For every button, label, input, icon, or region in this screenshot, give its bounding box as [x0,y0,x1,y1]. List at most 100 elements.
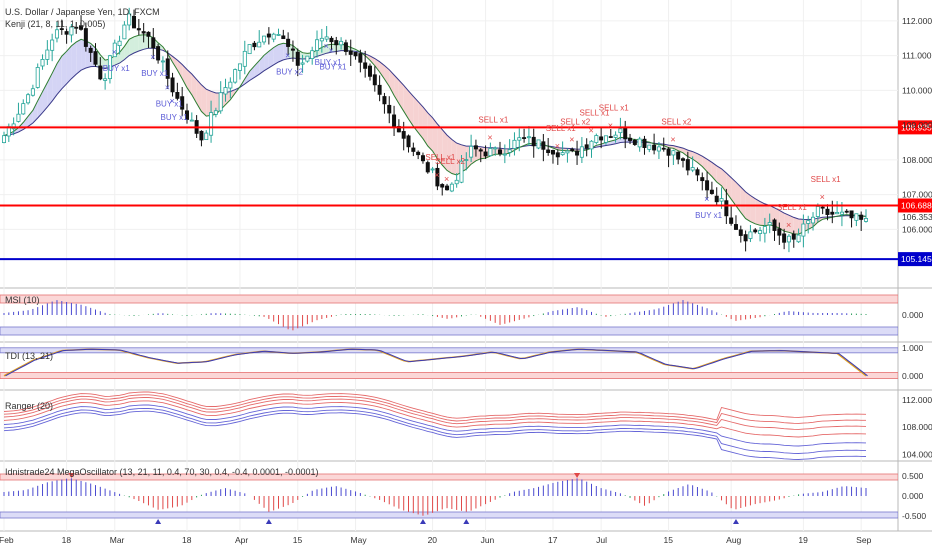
candle-body [835,212,840,215]
oscillator-tick-label: -0.500 [902,511,926,521]
candle-body [430,168,435,171]
trend-cloud [288,44,293,59]
candle-body [189,119,194,122]
buy-signal-label: BUY x1 [315,58,343,67]
price-tick-label: 108.000 [902,155,932,165]
candle-body [184,110,189,120]
candle-body [536,139,541,149]
candle-body [300,62,305,65]
candle-body [204,132,209,141]
candle-body [498,149,503,155]
time-tick-label: 17 [548,535,558,545]
price-tick-label: 106.000 [902,224,932,234]
buy-signal-mark: × [328,46,333,56]
trend-cloud [418,101,423,139]
candle-body [690,167,695,171]
candle-body [295,51,300,66]
trend-cloud [413,96,419,133]
candle-body [637,138,642,148]
candle-body [507,149,512,153]
trend-cloud [331,44,337,53]
ranger-band-line [3,400,867,438]
candle-body [772,219,777,231]
trend-cloud [186,69,192,95]
time-tick-label: 20 [428,535,438,545]
candle-body [594,135,599,143]
time-tick-label: 15 [664,535,674,545]
candle-body [589,140,594,150]
trend-cloud [384,65,390,87]
sell-signal-mark: × [434,170,439,180]
candle-body [603,135,608,143]
candle-body [223,87,228,95]
candle-body [324,36,329,40]
candle-body [811,216,816,224]
trend-cloud [264,51,269,71]
candle-body [608,136,613,138]
price-tick-label: 111.000 [902,51,932,61]
trend-cloud [206,89,212,117]
trend-cloud [61,51,67,89]
trend-cloud [71,42,77,79]
candle-body [348,50,353,55]
ranger-tick-label: 112.000 [902,395,932,405]
candle-body [358,53,363,63]
candle-body [517,137,522,141]
candle-body [141,31,146,34]
trend-cloud [37,91,43,119]
sell-signal-label: SELL x2 [661,118,691,127]
trend-cloud [745,191,751,222]
candle-body [454,179,459,185]
trend-cloud [379,61,385,79]
candle-body [743,234,748,242]
buy-signal-mark: × [165,82,170,92]
sell-signal-label: SELL x2 [560,118,590,127]
candle-body [218,92,223,112]
tdi-lower-band [0,372,898,380]
trend-cloud [394,74,399,104]
candle-body [262,35,267,43]
trend-cloud [447,135,452,174]
candle-body [93,51,98,65]
candle-body [522,137,527,139]
candle-body [2,135,7,144]
candle-body [666,148,671,156]
level-price-badge [898,120,932,135]
candle-body [733,224,738,230]
candle-body [329,37,334,43]
candle-body [363,62,368,69]
sell-signal-label: SELL x1 [425,153,455,162]
candle-body [401,131,406,139]
oscillator-buy-marker [463,519,470,524]
trend-cloud [230,89,236,100]
candle-body [738,229,743,236]
trend-cloud [201,84,207,117]
candle-body [801,223,806,237]
trend-cloud [321,45,327,55]
candle-body [628,137,633,141]
trend-cloud [678,146,684,153]
buy-signal-label: BUY x1 [161,113,189,122]
trend-cloud [326,44,332,54]
trend-cloud [374,58,380,72]
trend-cloud [81,39,86,71]
ranger-tick-label: 108.000 [902,422,932,432]
candle-body [613,134,618,138]
candle-body [676,151,681,160]
buy-signal-mark: × [324,41,329,51]
candle-body [815,206,820,217]
price-tick-label: 110.000 [902,85,932,95]
candle-body [839,211,844,215]
trend-cloud [389,69,395,96]
sell-signal-label: SELL x1 [580,108,610,117]
oscillator-sell-marker [68,473,75,478]
trend-cloud [683,148,688,157]
candle-body [647,144,652,150]
candle-body [233,69,238,83]
candle-body [526,136,531,139]
candle-body [618,128,623,134]
candle-body [575,150,580,156]
candle-body [315,39,320,51]
candle-body [339,40,344,46]
